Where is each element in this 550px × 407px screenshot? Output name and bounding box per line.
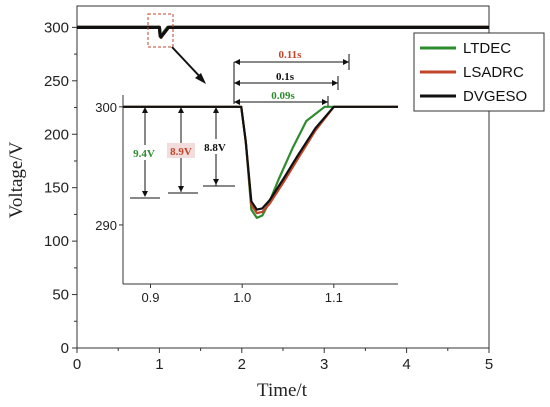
x-tick-label: 1 [155, 356, 163, 373]
x-tick-label: 0 [73, 356, 81, 373]
y-tick-label: 200 [44, 126, 69, 143]
y-tick-label: 250 [44, 73, 69, 90]
annotation-dvgeso-drop-bg [201, 139, 229, 154]
inset-x-tick-label: 1.0 [233, 290, 251, 305]
inset-time-arrowheads [234, 59, 349, 105]
y-tick-label: 300 [44, 19, 69, 36]
zoom-arrow [171, 46, 204, 81]
inset-voltage-arrowheads [142, 107, 219, 197]
annotation-ltdec-time: 0.09s [271, 90, 295, 102]
y-tick-label: 150 [44, 180, 69, 197]
inset-y-tick-label: 290 [95, 218, 117, 233]
zoom-arrowhead [195, 73, 206, 84]
annotation-lsadrc-drop-bg [167, 143, 195, 158]
inset-x-tick-label: 0.9 [141, 290, 159, 305]
x-tick-label: 3 [320, 356, 328, 373]
legend-label-dvgeso: DVGESO [463, 88, 527, 105]
y-tick-label: 50 [52, 287, 69, 304]
main-series [77, 25, 489, 40]
x-axis-title: Time/t [257, 380, 308, 401]
annotation-lsadrc-drop: 8.9V [170, 146, 192, 158]
x-tick-label: 2 [238, 356, 246, 373]
annotation-dvgeso-time: 0.1s [276, 71, 295, 83]
y-axis-title: Voltage/V [6, 141, 27, 218]
y-tick-label: 0 [61, 340, 69, 357]
legend: LTDEC LSADRC DVGESO [413, 32, 545, 112]
y-tick-label: 100 [44, 233, 69, 250]
main-series-dvgeso [77, 25, 489, 39]
x-tick-label: 5 [485, 356, 493, 373]
annotation-lsadrc-time: 0.11s [279, 49, 303, 61]
inset-y-tick-label: 300 [95, 100, 117, 115]
annotation-ltdec-drop-bg [128, 145, 160, 160]
annotation-ltdec-drop: 9.4V [133, 148, 155, 160]
legend-label-ltdec: LTDEC [463, 40, 511, 57]
inset-time-annotations [233, 54, 350, 106]
inset-background [123, 95, 398, 284]
inset-axes: 0.9 1.0 1.1 290 300 [95, 95, 398, 305]
x-tick-label: 4 [402, 356, 410, 373]
inset-series [123, 105, 398, 219]
inset-series-dvgeso [123, 105, 398, 211]
annotation-dvgeso-drop: 8.8V [204, 142, 226, 154]
inset-x-tick-label: 1.1 [325, 290, 343, 305]
zoom-region-box [147, 13, 174, 48]
legend-label-lsadrc: LSADRC [463, 64, 524, 81]
